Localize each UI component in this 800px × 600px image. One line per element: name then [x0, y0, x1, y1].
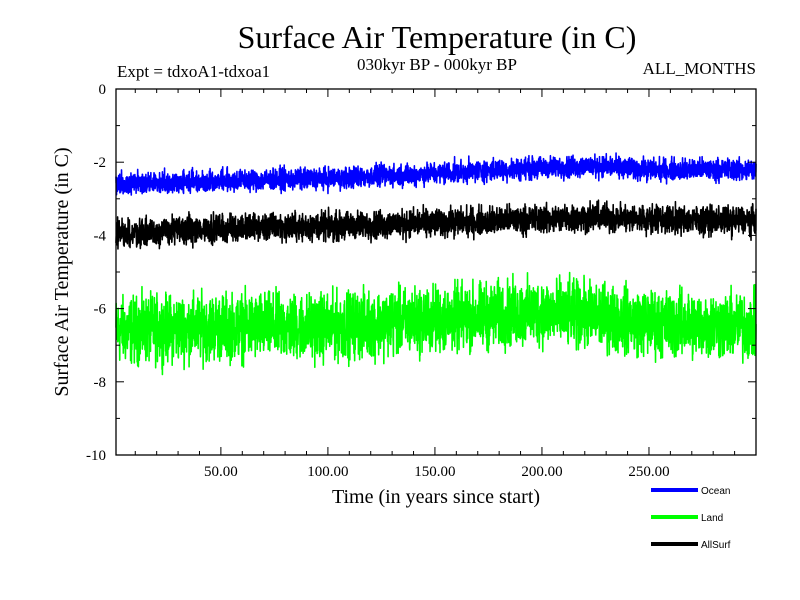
y-tick-label: -6 — [94, 302, 107, 318]
axes-layer: 50.00 100.00 150.00 200.00 250.00 0 -2 -4 -6 -8 -1… — [86, 82, 756, 480]
y-tick-label: -8 — [94, 375, 107, 391]
legend-label-allsurf: AllSurf — [701, 540, 731, 551]
legend-label-land: Land — [701, 513, 723, 524]
x-tick-label: 250.00 — [628, 464, 669, 480]
y-tick-label: 0 — [99, 82, 107, 98]
y-tick-label: -2 — [94, 155, 107, 171]
legend-label-ocean: Ocean — [701, 486, 730, 497]
legend: Ocean Land AllSurf — [651, 486, 731, 551]
chart-title: Surface Air Temperature (in C) — [238, 19, 637, 55]
x-tick-label: 200.00 — [521, 464, 562, 480]
x-tick-label: 100.00 — [307, 464, 348, 480]
series-line-land — [115, 271, 757, 376]
chart-subtitle: 030kyr BP - 000kyr BP — [357, 55, 517, 74]
x-tick-label: 150.00 — [414, 464, 455, 480]
x-tick-label: 50.00 — [204, 464, 238, 480]
months-label: ALL_MONTHS — [643, 59, 756, 78]
experiment-label: Expt = tdxoA1-tdxoa1 — [117, 62, 270, 81]
y-tick-label: -10 — [86, 448, 106, 464]
x-axis-label: Time (in years since start) — [332, 486, 540, 508]
series-line-allsurf — [115, 199, 757, 250]
series-layer — [115, 152, 757, 376]
series-line-ocean — [115, 152, 757, 196]
y-axis-label: Surface Air Temperature (in C) — [51, 147, 73, 396]
y-tick-label: -4 — [94, 228, 107, 244]
